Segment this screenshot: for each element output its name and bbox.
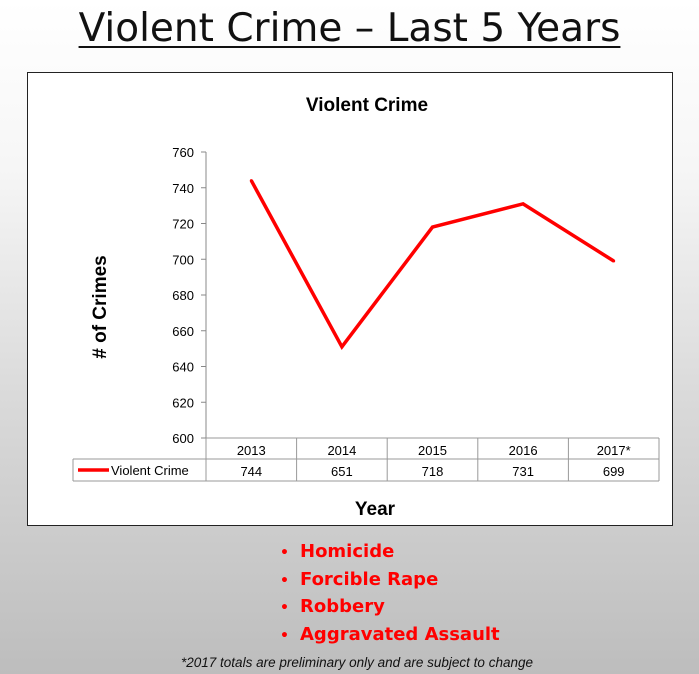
x-category-label: 2017* bbox=[597, 443, 631, 458]
data-point bbox=[340, 345, 344, 349]
bullet-icon: • bbox=[280, 627, 289, 644]
crime-type-label: Forcible Rape bbox=[300, 568, 439, 590]
y-tick-label: 620 bbox=[172, 395, 194, 410]
data-point bbox=[249, 179, 253, 183]
y-tick-label: 760 bbox=[172, 145, 194, 160]
data-table-value: 718 bbox=[422, 464, 444, 479]
slide-title-text: Violent Crime – Last 5 Years bbox=[78, 6, 621, 51]
crime-type-item: • Robbery bbox=[280, 593, 500, 621]
crime-type-list: • Homicide • Forcible Rape • Robbery • Aggravat… bbox=[280, 538, 500, 648]
x-category-label: 2013 bbox=[237, 443, 266, 458]
x-category-label: 2016 bbox=[509, 443, 538, 458]
data-table-value: 651 bbox=[331, 464, 353, 479]
y-tick-label: 740 bbox=[172, 181, 194, 196]
crime-type-item: • Homicide bbox=[280, 538, 500, 566]
data-point bbox=[612, 259, 616, 263]
footnote: *2017 totals are preliminary only and ar… bbox=[181, 655, 533, 670]
x-category-label: 2015 bbox=[418, 443, 447, 458]
crime-type-label: Robbery bbox=[300, 596, 385, 617]
data-table-value: 744 bbox=[240, 464, 262, 479]
crime-type-label: Aggravated Assault bbox=[300, 623, 500, 645]
x-axis-title: Year bbox=[355, 499, 396, 520]
data-table-value: 731 bbox=[512, 464, 534, 479]
y-tick-label: 680 bbox=[172, 288, 194, 303]
chart-title: Violent Crime bbox=[306, 95, 428, 116]
y-tick-label: 660 bbox=[172, 324, 194, 339]
line-chart: Violent Crime 600 620 640 660 680 700 720 740 760… bbox=[72, 95, 660, 520]
crime-type-item: • Forcible Rape bbox=[280, 566, 500, 594]
legend-label: Violent Crime bbox=[111, 463, 189, 478]
y-tick-label: 640 bbox=[172, 360, 194, 375]
data-point bbox=[431, 225, 434, 229]
crime-type-item: • Aggravated Assault bbox=[280, 621, 500, 649]
slide-title: Violent Crime – Last 5 Years bbox=[0, 6, 699, 51]
bullet-icon: • bbox=[280, 600, 289, 616]
y-tick-label: 700 bbox=[172, 252, 194, 267]
series-line-violent-crime bbox=[249, 179, 615, 351]
data-table-value: 699 bbox=[603, 464, 625, 479]
crime-type-label: Homicide bbox=[300, 541, 395, 562]
bullet-icon: • bbox=[280, 572, 289, 589]
data-point bbox=[521, 202, 525, 206]
x-category-label: 2014 bbox=[327, 443, 356, 458]
chart-frame: Violent Crime 600 620 640 660 680 700 720 740 760… bbox=[27, 72, 673, 526]
y-tick-label: 600 bbox=[172, 431, 194, 446]
y-tick-label: 720 bbox=[172, 217, 194, 232]
bullet-icon: • bbox=[280, 545, 289, 561]
y-axis-title: # of Crimes bbox=[90, 255, 111, 358]
